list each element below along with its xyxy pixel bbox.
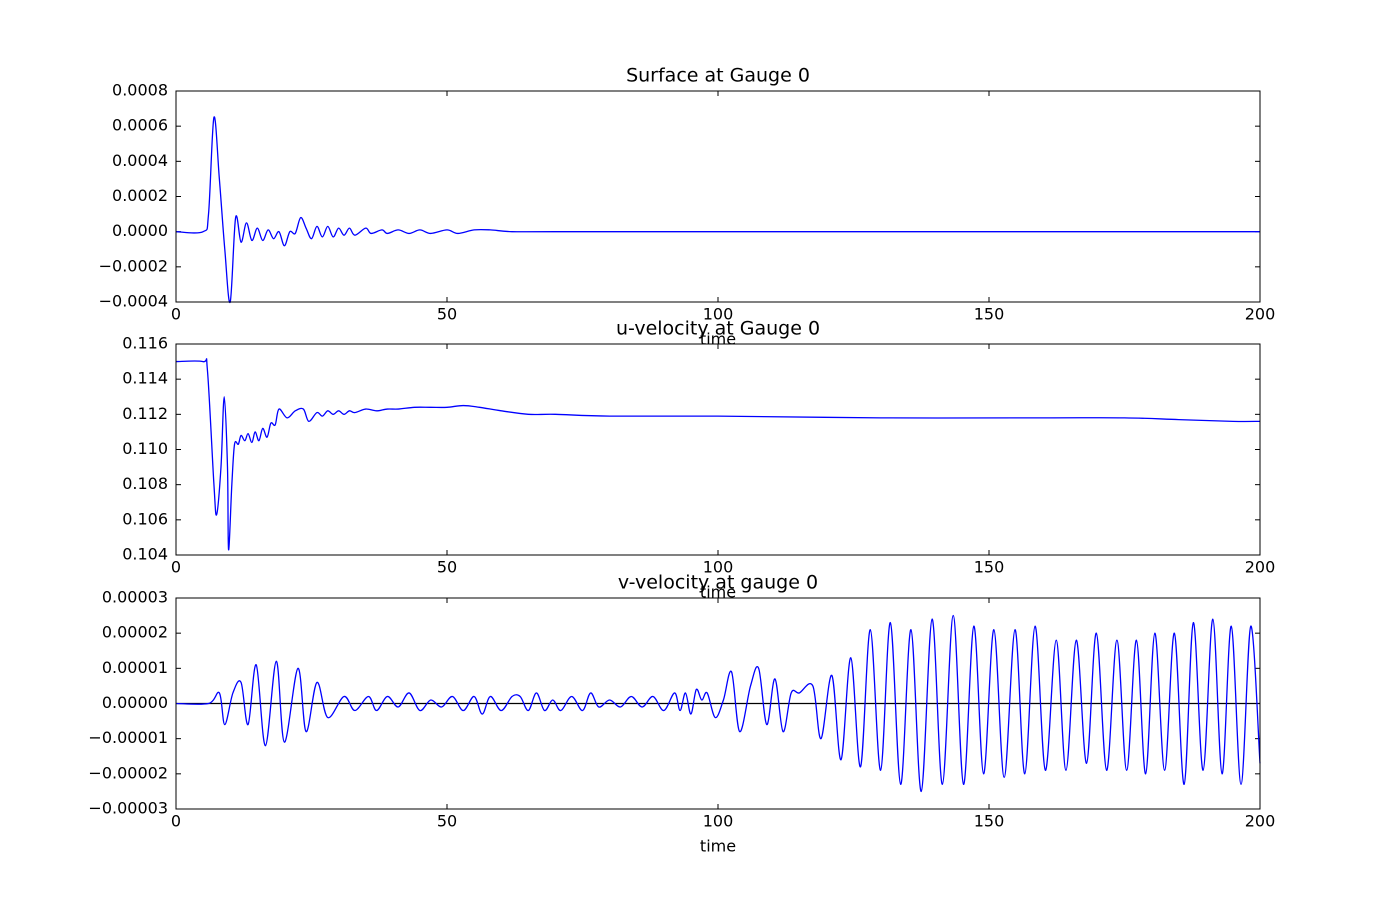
x-tick-label: 150 [974,812,1005,831]
x-tick-label: 100 [703,812,734,831]
x-tick-label: 50 [437,812,457,831]
x-tick-label: 150 [974,305,1005,324]
plot-frame [175,343,1261,556]
y-tick-label: 0.104 [122,545,168,564]
x-tick-label: 200 [1245,305,1276,324]
y-tick-label: 0.0000 [112,221,168,240]
x-tick-label: 0 [171,305,181,324]
y-tick-label: 0.00000 [102,693,168,712]
y-tick-label: 0.0006 [112,116,168,135]
y-tick-label: 0.0008 [112,81,168,100]
y-tick-label: 0.106 [122,509,168,528]
y-tick-label: 0.00002 [102,623,168,642]
y-tick-label: 0.0002 [112,186,168,205]
x-tick-label: 200 [1245,812,1276,831]
x-tick-label: 0 [171,812,181,831]
y-tick-label: 0.110 [122,439,168,458]
y-tick-label: 0.114 [122,369,168,388]
chart-title: u-velocity at Gauge 0 [616,318,820,340]
y-tick-label: −0.00002 [88,763,168,782]
x-tick-label: 150 [974,558,1005,577]
data-line [175,614,1261,793]
x-tick-label: 200 [1245,558,1276,577]
y-tick-label: 0.00003 [102,588,168,607]
chart-title: v-velocity at gauge 0 [618,572,818,594]
plot-frame [175,597,1261,810]
y-tick-label: 0.112 [122,404,168,423]
x-axis-label: time [700,583,736,602]
y-tick-label: −0.00001 [88,728,168,747]
y-tick-label: 0.116 [122,334,168,353]
x-axis-label: time [700,837,736,856]
y-tick-label: 0.0004 [112,151,168,170]
y-tick-label: −0.0004 [99,292,168,311]
x-tick-label: 100 [703,558,734,577]
y-tick-label: 0.108 [122,474,168,493]
chart-title: Surface at Gauge 0 [626,65,810,87]
x-tick-label: 50 [437,305,457,324]
y-tick-label: 0.00001 [102,658,168,677]
y-tick-label: −0.0002 [99,256,168,275]
data-line [175,358,1261,551]
data-line [175,116,1260,303]
x-tick-label: 0 [171,558,181,577]
y-tick-label: −0.00003 [88,799,168,818]
x-tick-label: 50 [437,558,457,577]
plot-frame [175,90,1261,303]
x-tick-label: 100 [703,305,734,324]
